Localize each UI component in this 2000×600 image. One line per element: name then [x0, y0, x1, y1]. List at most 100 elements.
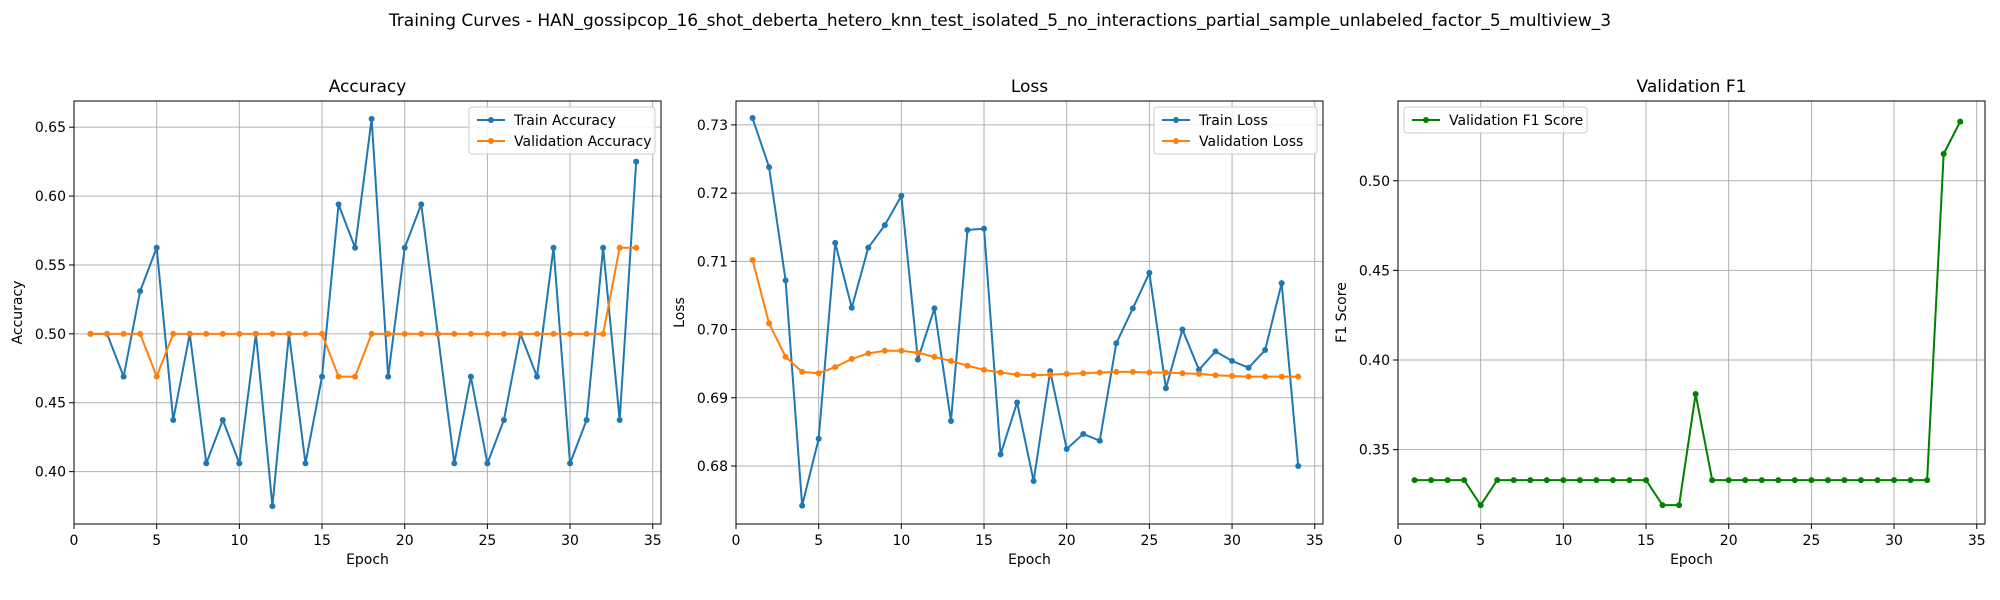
data-point — [1096, 369, 1103, 376]
series-line-2 — [751, 259, 1299, 378]
data-point — [881, 347, 888, 354]
data-point — [600, 244, 607, 251]
x-tick-label: 0 — [70, 533, 79, 549]
y-tick-label: 0.72 — [697, 186, 728, 202]
y-tick-label: 0.73 — [697, 118, 728, 134]
x-tick-label: 35 — [1968, 533, 1986, 549]
data-point — [120, 330, 127, 337]
data-point — [418, 330, 425, 337]
axes-frame — [1397, 100, 1986, 525]
chart-title: Accuracy — [329, 77, 407, 97]
data-point — [153, 373, 160, 380]
axes-frame — [735, 100, 1324, 525]
y-tick-label: 0.45 — [35, 396, 66, 412]
data-point — [1295, 373, 1302, 380]
data-point — [981, 225, 988, 232]
data-point — [633, 158, 640, 165]
data-point — [1676, 502, 1683, 509]
data-point — [1229, 372, 1236, 379]
y-tick-label: 0.55 — [35, 258, 66, 274]
data-point — [583, 416, 590, 423]
y-tick-label: 0.40 — [35, 465, 66, 481]
series-line-2 — [90, 246, 637, 378]
data-point — [368, 115, 375, 122]
figure-title: Training Curves - HAN_gossipcop_16_shot_… — [388, 11, 1611, 31]
data-point — [782, 353, 789, 360]
data-point — [1560, 477, 1567, 484]
data-point — [1857, 477, 1864, 484]
data-point — [1179, 326, 1186, 333]
y-tick-label: 0.50 — [35, 327, 66, 343]
data-point — [1245, 373, 1252, 380]
data-point — [1924, 477, 1931, 484]
data-point — [1113, 368, 1120, 375]
data-point — [749, 256, 756, 263]
data-point — [616, 416, 623, 423]
data-point — [1709, 477, 1716, 484]
data-point — [815, 435, 822, 442]
x-tick-label: 5 — [1476, 533, 1485, 549]
data-point — [87, 330, 94, 337]
y-tick-label: 0.40 — [1359, 353, 1390, 369]
x-tick-label: 10 — [1554, 533, 1572, 549]
data-point — [401, 244, 408, 251]
data-point — [997, 369, 1004, 376]
data-point — [170, 330, 177, 337]
data-point — [451, 330, 458, 337]
x-tick-label: 5 — [814, 533, 823, 549]
data-point — [947, 357, 954, 364]
data-point — [1543, 477, 1550, 484]
x-tick-label: 5 — [152, 533, 161, 549]
legend-label: Train Accuracy — [513, 113, 616, 129]
legend: Train Loss Validation Loss — [1153, 106, 1318, 155]
legend-swatch-marker — [1173, 117, 1179, 123]
data-point — [1278, 373, 1285, 380]
data-point — [335, 373, 342, 380]
series-line-1 — [1414, 121, 1962, 507]
data-point — [385, 373, 392, 380]
data-point — [782, 277, 789, 284]
x-tick-label: 25 — [1802, 533, 1820, 549]
data-point — [964, 362, 971, 369]
data-point — [1146, 269, 1153, 276]
y-tick-label: 0.35 — [1359, 443, 1390, 459]
legend-box — [1403, 106, 1588, 134]
data-point — [865, 244, 872, 251]
data-point — [583, 330, 590, 337]
data-point — [981, 366, 988, 373]
data-point — [1494, 477, 1501, 484]
x-tick-label: 0 — [1394, 533, 1403, 549]
data-point — [749, 115, 756, 122]
data-point — [219, 416, 226, 423]
x-tick-label: 30 — [1223, 533, 1241, 549]
data-point — [1129, 368, 1136, 375]
data-point — [799, 368, 806, 375]
data-point — [1295, 463, 1302, 470]
data-point — [500, 416, 507, 423]
data-point — [1428, 477, 1435, 484]
data-point — [799, 502, 806, 509]
data-point — [1411, 477, 1418, 484]
data-point — [1096, 437, 1103, 444]
x-tick-label: 10 — [230, 533, 248, 549]
data-point — [964, 226, 971, 233]
data-point — [302, 460, 309, 467]
data-point — [1014, 371, 1021, 378]
data-point — [368, 330, 375, 337]
x-tick-label: 20 — [1720, 533, 1738, 549]
data-point — [1643, 477, 1650, 484]
data-point — [418, 201, 425, 208]
data-point — [1907, 477, 1914, 484]
legend-label: Train Loss — [1198, 113, 1268, 129]
data-point — [914, 349, 921, 356]
data-point — [1162, 369, 1169, 376]
x-tick-label: 15 — [1637, 533, 1655, 549]
data-point — [766, 164, 773, 171]
chart-title: Validation F1 — [1637, 77, 1747, 97]
data-point — [153, 244, 160, 251]
data-point — [633, 244, 640, 251]
data-point — [1212, 348, 1219, 355]
data-point — [1659, 502, 1666, 509]
data-point — [533, 373, 540, 380]
y-tick-label: 0.45 — [1359, 263, 1390, 279]
